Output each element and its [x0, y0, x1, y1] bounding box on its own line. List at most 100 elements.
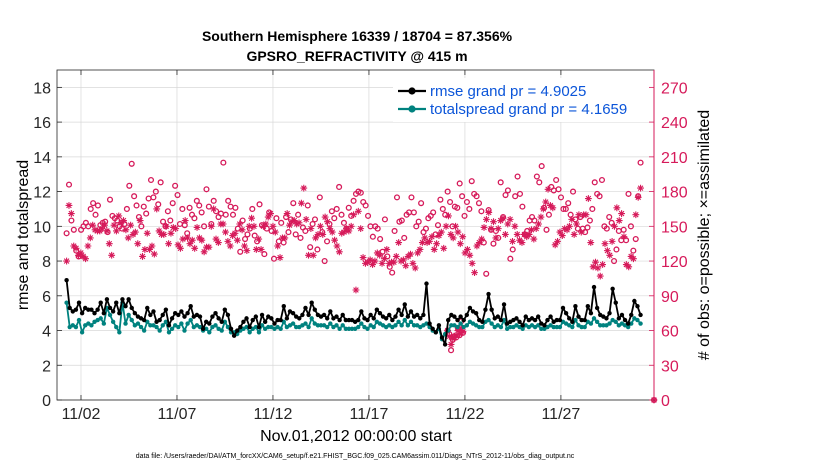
totalspread-point: [293, 324, 299, 330]
obs-assimilated-marker: [369, 261, 376, 268]
obs-possible-marker: [307, 244, 314, 251]
obs-possible-marker: [608, 219, 615, 226]
rmse-point: [272, 321, 277, 326]
rmse-point: [253, 314, 259, 319]
obs-possible-marker: [490, 240, 497, 247]
obs-possible-marker: [311, 216, 319, 223]
obs-possible-marker: [613, 246, 620, 253]
obs-possible-marker: [131, 193, 138, 200]
legend-rmse-marker: [408, 87, 416, 95]
obs-assimilated-marker: [122, 226, 130, 234]
y-tick-label: 12: [33, 185, 51, 202]
obs-assimilated-marker: [241, 242, 248, 250]
obs-assimilated-marker: [485, 209, 493, 216]
obs-assimilated-marker: [312, 234, 320, 242]
obs-assimilated-marker: [445, 212, 452, 220]
obs-possible-marker: [565, 200, 572, 207]
obs-possible-marker: [610, 258, 618, 265]
rmse-point: [107, 305, 113, 311]
obs-assimilated-marker: [200, 248, 208, 256]
totalspread-point: [337, 326, 342, 331]
rmse-point: [67, 305, 72, 311]
obs-assimilated-marker: [381, 255, 388, 263]
rmse-point: [244, 316, 249, 321]
obs-possible-marker: [444, 188, 451, 195]
obs-assimilated-marker: [98, 225, 106, 233]
rmse-point: [594, 305, 600, 311]
obs-assimilated-marker: [338, 229, 346, 237]
obs-assimilated-marker: [162, 222, 170, 230]
rmse-point: [532, 317, 538, 323]
obs-assimilated-marker: [136, 217, 144, 224]
totalspread-point: [309, 316, 314, 321]
legend-spread-marker: [408, 105, 416, 113]
totalspread-point: [557, 324, 563, 330]
obs-assimilated-marker: [269, 222, 277, 230]
obs-possible-marker: [514, 173, 521, 180]
totalspread-point: [458, 321, 463, 326]
obs-possible-marker: [338, 211, 345, 218]
obs-assimilated-marker: [487, 225, 495, 233]
obs-assimilated-marker: [447, 341, 455, 348]
obs-assimilated-marker: [409, 259, 417, 267]
rmse-point: [126, 297, 131, 302]
rmse-point: [269, 316, 274, 321]
obs-count-layer: [63, 159, 658, 404]
rmse-point: [374, 307, 380, 312]
obs-assimilated-marker: [414, 249, 422, 257]
totalspread-point: [480, 324, 485, 330]
obs-possible-marker: [454, 204, 461, 211]
rmse-point: [638, 312, 643, 318]
obs-assimilated-marker: [473, 242, 481, 250]
obs-possible-marker: [70, 226, 77, 233]
obs-assimilated-marker: [243, 247, 251, 255]
rmse-point: [64, 277, 69, 283]
rmse-point: [430, 326, 435, 331]
obs-assimilated-marker: [599, 261, 607, 268]
rmse-point: [235, 328, 240, 333]
rmse-point: [210, 314, 215, 319]
obs-possible-marker: [627, 223, 634, 230]
obs-assimilated-marker: [67, 210, 75, 217]
obs-possible-marker: [516, 190, 524, 197]
obs-possible-marker: [637, 159, 644, 166]
obs-possible-marker: [128, 160, 135, 167]
obs-assimilated-marker: [634, 193, 642, 201]
rmse-point: [120, 297, 125, 302]
obs-assimilated-marker: [324, 218, 331, 226]
obs-assimilated-marker: [492, 234, 500, 242]
totalspread-point: [325, 324, 330, 330]
chart-title: Southern Hemisphere 16339 / 18704 = 87.3…: [202, 28, 513, 44]
totalspread-point: [256, 330, 262, 335]
obs-possible-marker: [586, 217, 593, 224]
obs-assimilated-marker: [245, 222, 253, 230]
obs-assimilated-marker: [563, 226, 571, 234]
obs-possible-marker: [555, 186, 562, 193]
totalspread-point: [141, 328, 147, 333]
obs-possible-marker: [123, 205, 130, 212]
x-tick-label: 11/17: [350, 406, 389, 423]
totalspread-point: [135, 321, 141, 326]
obs-assimilated-marker: [589, 263, 597, 271]
rmse-point: [560, 305, 566, 311]
rmse-point: [489, 307, 494, 312]
rmse-point: [563, 310, 569, 316]
obs-possible-marker: [362, 202, 369, 209]
rmse-point: [281, 304, 286, 309]
obs-assimilated-marker: [352, 286, 360, 294]
obs-possible-marker: [439, 205, 446, 212]
obs-assimilated-marker: [357, 225, 365, 233]
obs-possible-marker: [413, 223, 420, 230]
rmse-point: [250, 317, 255, 323]
totalspread-point: [594, 319, 600, 325]
obs-assimilated-marker: [219, 220, 227, 228]
rmse-point: [467, 305, 473, 311]
rmse-point: [542, 323, 547, 328]
totalspread-point: [424, 321, 429, 326]
rmse-point: [216, 316, 221, 321]
totalspread-point: [204, 326, 209, 331]
obs-possible-marker: [391, 227, 398, 234]
obs-assimilated-marker: [435, 232, 443, 239]
obs-possible-marker: [430, 209, 437, 216]
obs-assimilated-marker: [103, 227, 111, 235]
